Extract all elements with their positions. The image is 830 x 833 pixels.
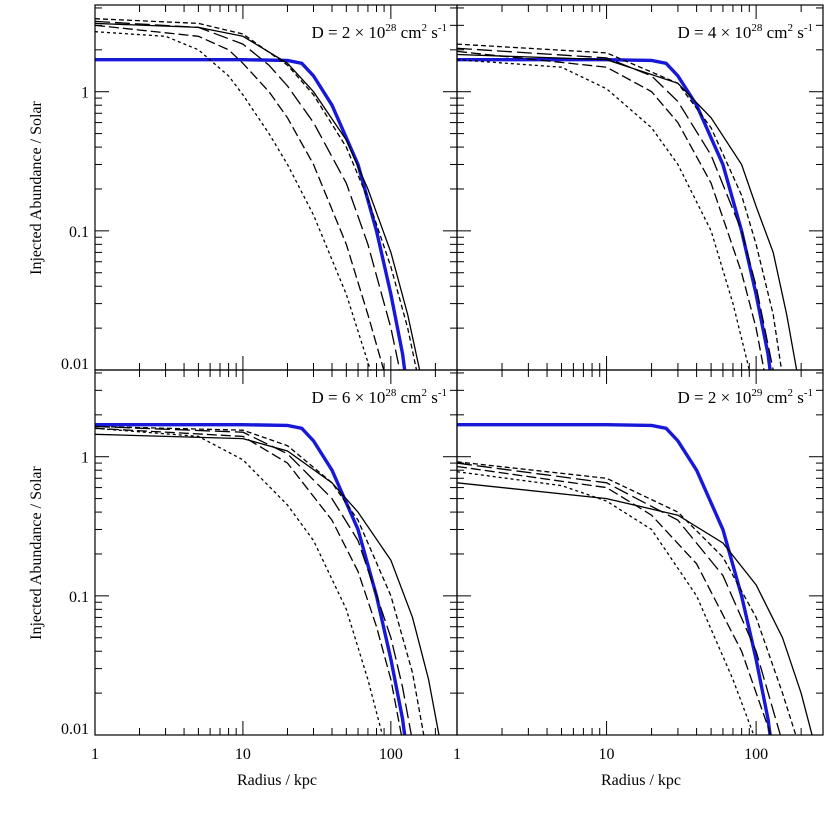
series-line-dash-medium [95, 24, 385, 370]
series-line-dotted [457, 471, 755, 735]
series-line-dash-long [457, 47, 774, 370]
panel-label-exponent: 2 [421, 22, 427, 34]
panel-label-exponent: -1 [804, 22, 813, 34]
series-line-solid [457, 482, 813, 735]
series-line-dash-short [95, 18, 418, 370]
y-tick-label: 0.01 [61, 721, 89, 738]
panel-ticks [94, 5, 457, 371]
panel-label: D = 4 × 1028 cm2 s-1 [677, 22, 813, 42]
panel-ticks [456, 5, 823, 371]
y-tick-label: 1 [81, 85, 89, 102]
x-tick-label: 100 [744, 746, 768, 763]
series-line-model [457, 423, 772, 735]
panel-label-text: s [427, 23, 438, 42]
series-line-dash-short [95, 425, 425, 735]
panel-label-text: cm [762, 388, 787, 407]
panel-label-text: D = 2 × 10 [677, 388, 751, 407]
panel-ticks [456, 370, 823, 736]
panel-curves [95, 423, 440, 735]
panel-label-text: s [793, 388, 804, 407]
series-line-dash-medium [457, 465, 772, 735]
panel-bottom-left: D = 6 × 1028 cm2 s-1 0.01 0.1 1 1 10 100 [61, 369, 458, 763]
series-line-dash-long [457, 462, 782, 735]
panel-label-text: cm [762, 23, 787, 42]
panel-label-text: s [427, 388, 438, 407]
panel-label-text: D = 4 × 10 [677, 23, 751, 42]
series-line-dash-long [95, 425, 412, 735]
panel-label-text: cm [396, 23, 421, 42]
x-axis-labels: Radius / kpc Radius / kpc [237, 772, 681, 789]
y-tick-label: 0.1 [69, 224, 89, 241]
y-axis-label-bottom: Injected Abundance / Solar [28, 465, 45, 639]
panel-label-exponent: 29 [751, 387, 763, 399]
panel-label-text: s [793, 23, 804, 42]
x-tick-label: 10 [599, 746, 615, 763]
y-tick-label: 0.01 [61, 356, 89, 373]
y-axis-label-top: Injected Abundance / Solar [28, 100, 45, 274]
panel-label-exponent: -1 [438, 22, 447, 34]
plots-layer: D = 2 × 1028 cm2 s-10.010.11D = 4 × 1028… [61, 4, 824, 763]
series-line-dotted [95, 427, 384, 735]
panel-frame [456, 369, 824, 736]
series-line-dotted [95, 31, 372, 370]
series-line-dash-short [457, 461, 797, 735]
panel-bottom-right: D = 2 × 1029 cm2 s-1 1 10 100 [453, 369, 824, 763]
series-line-model [95, 58, 407, 370]
x-tick-label: 1 [453, 746, 461, 763]
panel-label-exponent: 28 [751, 22, 763, 34]
series-line-model [95, 423, 407, 735]
panel-label-exponent: -1 [438, 387, 447, 399]
series-line-dash-short [457, 43, 783, 370]
x-axis-label-left: Radius / kpc [237, 772, 317, 789]
y-tick-label: 1 [81, 450, 89, 467]
series-line-solid [95, 433, 440, 735]
panel-curves [95, 18, 421, 370]
panel-label: D = 2 × 1028 cm2 s-1 [311, 22, 447, 42]
panel-label-exponent: -1 [804, 387, 813, 399]
panel-curves [457, 423, 813, 735]
series-line-dash-medium [457, 50, 765, 370]
panel-label-exponent: 28 [385, 22, 397, 34]
panel-label: D = 6 × 1028 cm2 s-1 [311, 387, 447, 407]
panel-curves [457, 43, 798, 370]
series-line-dotted [457, 59, 750, 370]
panel-top-left: D = 2 × 1028 cm2 s-1 0.01 0.1 1 [61, 4, 458, 373]
panel-label-exponent: 2 [787, 387, 793, 399]
panel-ticks [94, 370, 457, 736]
x-axis-label-right: Radius / kpc [601, 772, 681, 789]
series-line-solid [95, 22, 421, 370]
x-tick-label: 1 [91, 746, 99, 763]
y-axis-labels: Injected Abundance / Solar Injected Abun… [28, 100, 45, 639]
panel-label-exponent: 2 [421, 387, 427, 399]
y-tick-label: 0.1 [69, 589, 89, 606]
series-line-dash-long [95, 20, 401, 370]
series-line-model [457, 58, 772, 370]
panel-label: D = 2 × 1029 cm2 s-1 [677, 387, 813, 407]
x-tick-label: 10 [235, 746, 251, 763]
panel-label-exponent: 2 [787, 22, 793, 34]
panel-label-exponent: 28 [385, 387, 397, 399]
series-line-solid [457, 53, 798, 370]
panel-label-text: cm [396, 388, 421, 407]
panel-label-text: D = 2 × 10 [311, 23, 385, 42]
panel-top-right: D = 4 × 1028 cm2 s-1 [456, 4, 824, 371]
panel-label-text: D = 6 × 10 [311, 388, 385, 407]
x-tick-label: 100 [379, 746, 403, 763]
series-line-dash-medium [95, 427, 403, 735]
